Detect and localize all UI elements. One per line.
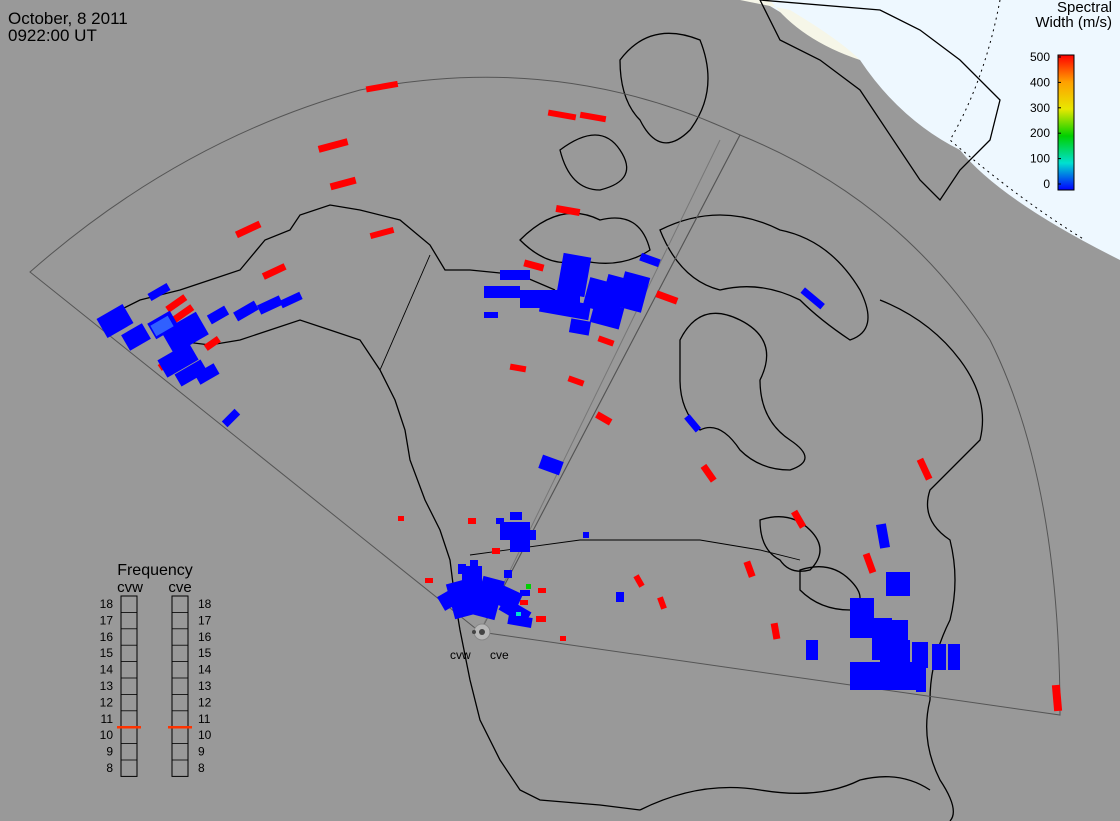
frequency-level-left: 14 bbox=[100, 663, 114, 677]
frequency-column-box bbox=[171, 595, 189, 777]
frequency-level-right: 10 bbox=[198, 728, 212, 742]
date-label: October, 8 2011 bbox=[8, 9, 128, 28]
frequency-level-right: 13 bbox=[198, 679, 212, 693]
frequency-level-left: 12 bbox=[100, 695, 114, 709]
colorbar: 500 400 300 200 100 0 bbox=[1030, 50, 1075, 191]
frequency-level-left: 13 bbox=[100, 679, 114, 693]
terminator-band bbox=[740, 0, 860, 60]
site-label-cvw: cvw bbox=[450, 648, 471, 662]
colorbar-title: Spectral Width (m/s) bbox=[1012, 0, 1112, 30]
frequency-level-right: 9 bbox=[198, 745, 205, 759]
boundaries bbox=[379, 254, 801, 561]
frequency-level-right: 8 bbox=[198, 761, 205, 775]
frequency-level-right: 12 bbox=[198, 695, 212, 709]
frequency-level-left: 16 bbox=[100, 630, 114, 644]
frequency-level-right: 18 bbox=[198, 597, 212, 611]
colorbar-title-line1: Spectral bbox=[1056, 0, 1112, 16]
frequency-level-left: 15 bbox=[100, 646, 114, 660]
frequency-level-right: 14 bbox=[198, 663, 212, 677]
radar-sites bbox=[472, 623, 491, 641]
colorbar-title-line2: Width (m/s) bbox=[1035, 14, 1112, 31]
frequency-level-right: 17 bbox=[198, 613, 212, 627]
frequency-level-right: 11 bbox=[198, 712, 211, 726]
timestamp: October, 8 2011 0922:00 UT bbox=[8, 10, 128, 44]
frequency-column-box bbox=[120, 595, 138, 777]
frequency-title: Frequency bbox=[117, 562, 193, 579]
colorbar-tick-label: 400 bbox=[1030, 75, 1050, 89]
frequency-level-left: 18 bbox=[100, 597, 114, 611]
colorbar-tick-label: 100 bbox=[1030, 152, 1050, 166]
site-label-cve: cve bbox=[490, 648, 509, 662]
colorbar-tick-label: 300 bbox=[1030, 101, 1050, 115]
latitude-circle bbox=[949, 0, 1086, 241]
daylight-region bbox=[760, 0, 1120, 260]
frequency-level-right: 15 bbox=[198, 646, 212, 660]
frequency-level-left: 11 bbox=[101, 712, 114, 726]
frequency-column-label: cve bbox=[168, 579, 191, 596]
frequency-level-right: 16 bbox=[198, 630, 212, 644]
time-label: 0922:00 UT bbox=[8, 26, 97, 45]
radar-echoes bbox=[96, 80, 1063, 712]
frequency-level-left: 9 bbox=[106, 745, 113, 759]
coastlines bbox=[99, 0, 1001, 821]
frequency-level-left: 8 bbox=[106, 761, 113, 775]
colorbar-tick-label: 200 bbox=[1030, 126, 1050, 140]
frequency-level-left: 10 bbox=[100, 728, 114, 742]
colorbar-tick-label: 500 bbox=[1030, 50, 1050, 64]
frequency-level-left: 17 bbox=[100, 613, 114, 627]
colorbar-gradient bbox=[1057, 54, 1075, 191]
frequency-column-label: cvw bbox=[117, 579, 143, 596]
colorbar-tick-label: 0 bbox=[1043, 177, 1050, 191]
